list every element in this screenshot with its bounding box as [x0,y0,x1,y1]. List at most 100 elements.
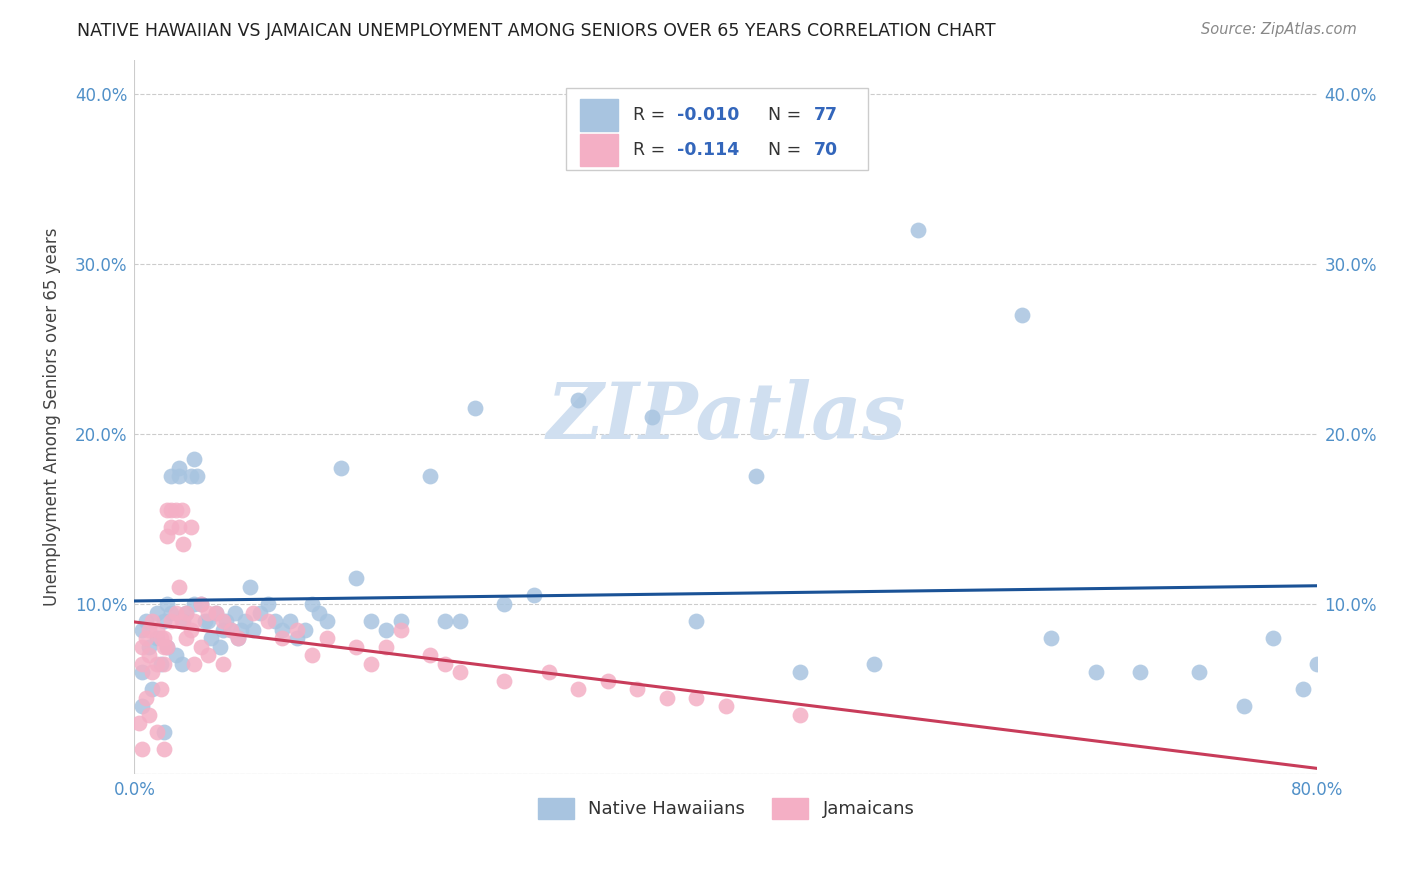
Point [523,589,546,603]
Point [167,580,190,594]
Point [215,614,238,628]
Point [150,681,173,696]
Point [172,614,194,628]
Point [167,520,190,534]
Point [242,623,264,637]
Point [131,623,153,637]
Y-axis label: Unemployment Among Seniors over 65 years: Unemployment Among Seniors over 65 years [44,227,60,606]
Point [1129,665,1152,679]
Point [1084,665,1107,679]
Text: R =: R = [633,105,671,124]
Text: N =: N = [756,141,807,160]
Point [204,606,226,620]
Point [308,606,330,620]
Point [226,631,249,645]
Point [156,640,179,654]
Point [170,503,193,517]
Point [256,597,278,611]
Point [285,623,308,637]
Point [744,469,766,483]
Point [419,648,441,662]
Point [194,614,217,628]
Point [156,597,179,611]
Point [186,469,208,483]
Point [153,631,176,645]
Text: -0.114: -0.114 [678,141,740,160]
Point [153,640,176,654]
Point [153,614,176,628]
Legend: Native Hawaiians, Jamaicans: Native Hawaiians, Jamaicans [530,790,922,826]
Point [271,631,294,645]
Point [685,614,707,628]
Point [374,623,396,637]
Text: R =: R = [633,141,671,160]
Point [153,741,176,756]
Point [145,657,167,671]
Point [789,707,811,722]
Point [183,597,205,611]
Point [170,614,193,628]
Point [219,623,242,637]
Point [160,606,183,620]
Point [183,452,205,467]
Point [183,657,205,671]
Point [464,401,486,416]
Point [641,409,664,424]
Point [567,681,589,696]
Point [131,665,153,679]
Point [160,469,183,483]
Point [150,631,173,645]
Point [156,529,179,543]
Point [197,606,219,620]
Point [141,665,163,679]
Point [434,657,457,671]
Text: NATIVE HAWAIIAN VS JAMAICAN UNEMPLOYMENT AMONG SENIORS OVER 65 YEARS CORRELATION: NATIVE HAWAIIAN VS JAMAICAN UNEMPLOYMENT… [77,22,995,40]
Point [537,665,560,679]
FancyBboxPatch shape [567,88,868,170]
Point [449,614,471,628]
Point [344,640,367,654]
Point [294,623,316,637]
Point [190,597,212,611]
Point [239,580,262,594]
Point [138,640,160,654]
Point [135,690,157,705]
Text: 70: 70 [814,141,838,160]
Point [197,614,219,628]
Point [419,469,441,483]
Point [1011,308,1033,322]
Point [494,673,516,688]
Point [360,614,382,628]
Point [235,614,257,628]
Point [156,503,179,517]
Point [344,572,367,586]
Point [204,606,226,620]
Point [330,461,353,475]
Bar [581,135,619,167]
Point [1292,681,1315,696]
Bar [581,98,619,131]
Point [190,640,212,654]
Point [138,648,160,662]
Point [135,614,157,628]
Point [209,640,232,654]
Point [434,614,457,628]
Point [360,657,382,671]
Point [449,665,471,679]
Point [167,469,190,483]
Point [180,520,202,534]
Point [145,631,167,645]
Point [907,223,929,237]
Point [138,707,160,722]
Text: Source: ZipAtlas.com: Source: ZipAtlas.com [1201,22,1357,37]
Point [567,392,589,407]
Point [160,520,183,534]
Point [131,741,153,756]
Point [249,606,271,620]
Point [183,614,205,628]
Point [1232,699,1254,714]
Point [301,597,323,611]
Point [165,648,187,662]
Point [229,623,252,637]
Point [714,699,737,714]
